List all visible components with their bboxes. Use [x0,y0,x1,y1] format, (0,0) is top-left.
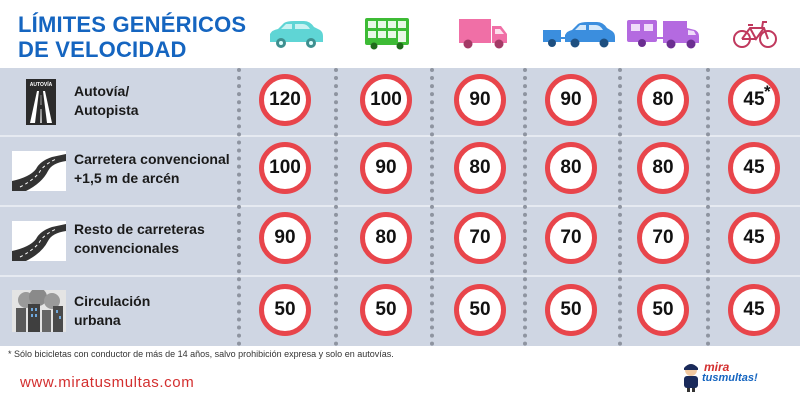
highway-sign-icon: AUTOVÍA [26,79,56,125]
speed-limit-sign: 45 [728,142,780,194]
row-label-line-1: Resto de carreteras [74,221,205,237]
highway-sign-text: AUTOVÍA [30,80,53,88]
row-label-line-1: Carretera convencional [74,151,230,167]
column-divider [523,68,527,346]
truck-icon [452,14,514,52]
city-icon [12,288,66,332]
column-divider [430,68,434,346]
row-text: Resto de carreteras convencionales [74,220,205,258]
speed-limit-sign: 50 [259,284,311,336]
title-line-1: LÍMITES GENÉRICOS [18,12,247,37]
speed-limit-sign: 90 [454,74,506,126]
row-divider [0,135,800,137]
speed-limit-sign: 80 [545,142,597,194]
column-divider [237,68,241,346]
speed-limit-sign: 90 [360,142,412,194]
car-trailer-icon [538,14,620,52]
footnote: * Sólo bicicletas con conductor de más d… [8,349,394,359]
speed-limit-sign: 50 [360,284,412,336]
speed-limit-sign: 80 [637,142,689,194]
speed-limit-sign: 70 [545,212,597,264]
winding-road-icon [12,221,66,263]
row-text: Carretera convencional +1,5 m de arcén [74,150,230,188]
row-divider [0,275,800,277]
van-caravan-icon [624,14,702,52]
row-text: Autovía/ Autopista [74,82,139,120]
brand-logo: mira tusmultas! [680,360,790,394]
speed-limit-sign: 70 [454,212,506,264]
speed-limit-sign: 120 [259,74,311,126]
row-label-line-2: convencionales [74,240,180,256]
speed-limit-sign: 90 [259,212,311,264]
bicycle-icon [730,14,780,52]
mascot-icon [684,364,698,392]
row-label-line-2: Autopista [74,102,139,118]
logo-text-mira: mira [704,360,730,374]
speed-limit-sign: 100 [259,142,311,194]
speed-limit-sign: 80 [637,74,689,126]
website-link[interactable]: www.miratusmultas.com [20,374,195,391]
logo-text-tusmultas: tusmultas! [702,372,758,384]
row-label-line-1: Circulación [74,293,151,309]
row-label-line-2: urbana [74,312,121,328]
row-label-autovia: AUTOVÍA Autovía/ Autopista [0,70,236,136]
speed-limit-sign: 45 [728,74,780,126]
winding-road-icon [12,151,66,193]
speed-limit-sign: 70 [637,212,689,264]
speed-limit-sign: 100 [360,74,412,126]
speed-limit-sign: 80 [360,212,412,264]
speed-limit-sign: 50 [454,284,506,336]
bus-icon [357,14,417,52]
row-label-line-2: +1,5 m de arcén [74,170,180,186]
column-divider [618,68,622,346]
column-divider [706,68,710,346]
speed-limit-sign: 45 [728,212,780,264]
speed-limit-sign: 50 [637,284,689,336]
title-line-2: DE VELOCIDAD [18,37,187,62]
row-text: Circulación urbana [74,292,150,330]
row-label-line-1: Autovía/ [74,83,130,99]
column-divider [334,68,338,346]
car-icon [258,14,332,52]
row-label-resto-carreteras: Resto de carreteras convencionales [0,208,236,274]
row-divider [0,205,800,207]
asterisk-mark: * [764,82,771,101]
speed-limit-sign: 50 [545,284,597,336]
speed-limit-sign: 80 [454,142,506,194]
page-title: LÍMITES GENÉRICOS DE VELOCIDAD [18,12,258,62]
speed-limit-sign: 45 [728,284,780,336]
speed-limit-sign: 90 [545,74,597,126]
row-label-carretera-convencional: Carretera convencional +1,5 m de arcén [0,138,236,204]
row-label-circulacion-urbana: Circulación urbana [0,278,236,344]
